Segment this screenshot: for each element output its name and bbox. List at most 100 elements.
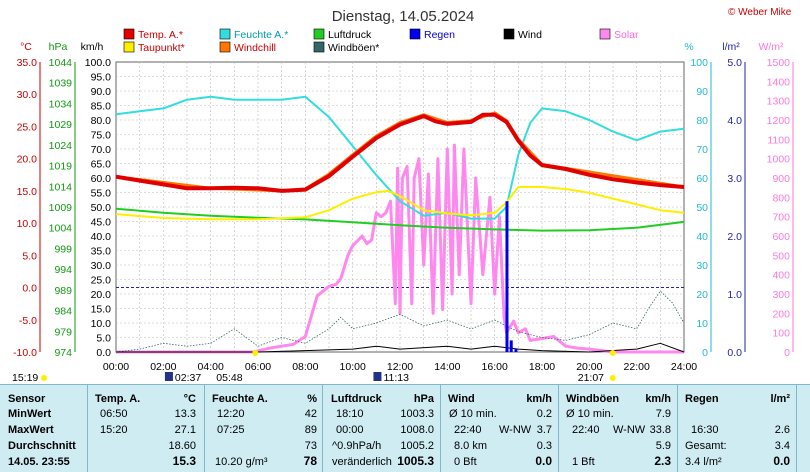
tick-label-percent: 80 [696, 115, 708, 127]
chart-legend: Temp. A.* Feuchte A.* Luftdruck Regen Wind So… [123, 28, 639, 54]
gust-avg-label: Ø 10 min. [566, 408, 614, 420]
tick-label-hour: 08:00 [292, 361, 318, 373]
gust-max-time: 22:40 [572, 424, 600, 436]
rain-bar [509, 340, 513, 352]
tick-label-celsius: 20.0 [17, 154, 38, 166]
wind-beaufort: 0 Bft [454, 456, 477, 468]
tick-label-solar: 1500 [767, 57, 791, 69]
row-label-avg: Durchschnitt [8, 440, 76, 452]
tick-label-percent: 100 [690, 57, 708, 69]
legend-label: Solar [614, 29, 639, 41]
wind-avg: 0.2 [536, 408, 552, 420]
plot-area [115, 95, 685, 354]
time-label: 15:19 [12, 372, 38, 384]
unit-rain: l/m² [722, 41, 740, 53]
sunset-marker [609, 350, 616, 356]
humidity-min-time: 12:20 [217, 408, 245, 420]
legend-label: Feuchte A.* [234, 29, 288, 41]
pressure-max: 1008.0 [400, 424, 434, 436]
tick-label-solar: 1100 [767, 134, 790, 146]
rain-max: 2.6 [774, 424, 790, 436]
moon-icon [164, 372, 173, 381]
tick-label-hour: 02:00 [150, 361, 176, 373]
sensor-header: Sensor [8, 393, 46, 405]
legend-swatch [123, 28, 135, 40]
unit-percent: % [684, 41, 693, 53]
tick-label-hpa: 1029 [49, 119, 73, 131]
rain-total: 3.4 [774, 440, 790, 452]
legend-label: Taupunkt* [138, 42, 185, 54]
temp-unit: °C [183, 393, 196, 405]
tick-label-hour: 24:00 [671, 361, 697, 373]
tick-label-percent: 70 [696, 144, 708, 156]
tick-label-kmh: 70.0 [91, 144, 112, 156]
tick-label-kmh: 60.0 [91, 173, 112, 185]
wind-header: Wind [448, 393, 475, 405]
legend-label: Temp. A.* [138, 29, 183, 41]
tick-label-percent: 10 [696, 318, 708, 330]
row-label-min: MinWert [8, 408, 52, 420]
tick-label-hpa: 979 [54, 326, 72, 338]
tick-label-hour: 14:00 [434, 361, 460, 373]
sunrise-marker [252, 350, 259, 356]
pressure-min-time: 18:10 [336, 408, 364, 420]
tick-label-kmh: 50.0 [91, 202, 112, 214]
humidity-avg: 73 [304, 440, 317, 452]
legend-swatch [313, 28, 325, 40]
tick-label-hpa: 974 [54, 347, 72, 359]
tick-label-hpa: 999 [54, 243, 72, 255]
gust-unit: km/h [645, 393, 671, 405]
tick-label-rain: 1.0 [727, 289, 742, 301]
tick-label-solar: 900 [772, 173, 790, 185]
series-line-solar [116, 143, 684, 354]
temp-max-time: 15:20 [100, 424, 128, 436]
pressure-min: 1003.3 [400, 408, 434, 420]
legend-swatch [219, 41, 231, 53]
tick-label-hpa: 1044 [49, 57, 73, 69]
unit-kmh: km/h [81, 41, 104, 53]
tick-label-solar: 400 [772, 270, 790, 282]
legend-label: Regen [424, 29, 455, 41]
table-col-temp: Temp. A. °C 06:50 13.3 15:20 27.1 18.60 … [88, 385, 205, 472]
gust-current: 2.3 [654, 454, 671, 468]
tick-label-rain: 5.0 [727, 57, 742, 69]
pressure-header: Luftdruck [331, 393, 382, 405]
wind-max-dir: W-NW [499, 424, 532, 436]
sunset-label: 21:07 [578, 372, 604, 384]
tick-label-solar: 1200 [767, 115, 791, 127]
tick-label-celsius: 35.0 [17, 57, 38, 69]
rain-header: Regen [685, 393, 719, 405]
row-label-max: MaxWert [8, 424, 54, 436]
tick-label-solar: 300 [772, 289, 790, 301]
tick-label-percent: 60 [696, 173, 708, 185]
temp-min-time: 06:50 [100, 408, 128, 420]
tick-label-kmh: 20.0 [91, 289, 112, 301]
temp-min: 13.3 [174, 408, 196, 420]
humidity-max-time: 07:25 [217, 424, 245, 436]
tick-label-celsius: -10.0 [13, 347, 37, 359]
pressure-current: 1005.3 [397, 454, 434, 468]
tick-label-solar: 600 [772, 231, 790, 243]
legend-swatch [219, 28, 231, 40]
tick-label-celsius: -5.0 [19, 315, 37, 327]
humidity-unit: % [307, 393, 317, 405]
tick-label-kmh: 5.0 [96, 333, 111, 345]
tick-label-kmh: 65.0 [91, 159, 112, 171]
tick-label-celsius: 0.0 [22, 283, 37, 295]
tick-label-hour: 10:00 [340, 361, 366, 373]
tick-label-hour: 20:00 [576, 361, 602, 373]
gust-beaufort: 1 Bft [572, 456, 595, 468]
unit-hpa: hPa [49, 41, 68, 53]
unit-celsius: °C [20, 41, 32, 53]
tick-label-hour: 22:00 [624, 361, 650, 373]
table-col-rain: Regen l/m² 16:30 2.6 Gesamt: 3.4 3.4 l/m… [678, 385, 797, 472]
pressure-max-time: 00:00 [336, 424, 364, 436]
series-line-taupunkt [115, 186, 685, 221]
gust-avg: 7.9 [655, 408, 671, 420]
legend-label: Windböen* [328, 42, 379, 54]
rain-bar [514, 349, 518, 352]
legend-swatch [409, 28, 421, 40]
tick-label-kmh: 90.0 [91, 86, 112, 98]
tick-label-percent: 0 [702, 347, 708, 359]
tick-label-solar: 1400 [767, 76, 791, 88]
